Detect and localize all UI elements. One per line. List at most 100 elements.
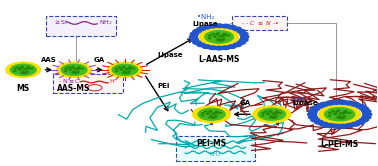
Circle shape	[206, 114, 209, 115]
Circle shape	[319, 122, 328, 126]
Circle shape	[325, 108, 355, 121]
Circle shape	[204, 111, 207, 112]
Text: GA: GA	[240, 100, 251, 106]
Circle shape	[222, 24, 230, 28]
Circle shape	[343, 116, 346, 117]
Circle shape	[332, 100, 341, 104]
Circle shape	[11, 64, 36, 75]
Circle shape	[23, 73, 26, 74]
Circle shape	[308, 112, 317, 116]
Circle shape	[197, 27, 205, 31]
Circle shape	[319, 105, 360, 123]
Circle shape	[108, 62, 142, 77]
Circle shape	[359, 118, 369, 122]
Circle shape	[340, 118, 342, 119]
Circle shape	[193, 30, 201, 33]
Circle shape	[222, 34, 225, 35]
Circle shape	[208, 111, 211, 112]
Circle shape	[125, 69, 127, 70]
Text: MS: MS	[17, 84, 30, 93]
Circle shape	[219, 36, 222, 37]
Circle shape	[216, 34, 218, 35]
Circle shape	[356, 120, 365, 124]
Circle shape	[280, 112, 282, 113]
Circle shape	[6, 62, 40, 77]
Circle shape	[211, 113, 214, 114]
Circle shape	[276, 111, 279, 112]
Circle shape	[337, 110, 340, 111]
Circle shape	[215, 116, 217, 117]
Circle shape	[125, 73, 127, 74]
Circle shape	[233, 43, 242, 47]
Circle shape	[126, 69, 129, 70]
Circle shape	[343, 111, 346, 113]
Circle shape	[228, 25, 236, 29]
Circle shape	[202, 45, 211, 48]
Circle shape	[222, 46, 230, 49]
Circle shape	[67, 67, 70, 68]
Circle shape	[69, 69, 71, 70]
Circle shape	[362, 115, 371, 119]
Circle shape	[65, 71, 67, 72]
Circle shape	[237, 41, 245, 44]
Circle shape	[336, 111, 339, 112]
Circle shape	[197, 43, 205, 47]
Text: Lipase: Lipase	[193, 21, 218, 27]
Circle shape	[265, 111, 267, 112]
Circle shape	[189, 35, 198, 39]
Circle shape	[122, 67, 124, 68]
Circle shape	[77, 67, 79, 68]
Circle shape	[78, 67, 81, 68]
Circle shape	[201, 115, 204, 116]
Circle shape	[26, 67, 28, 68]
Circle shape	[273, 113, 276, 114]
Circle shape	[116, 68, 118, 69]
Circle shape	[211, 117, 214, 118]
Circle shape	[258, 108, 285, 120]
Circle shape	[214, 36, 216, 37]
Circle shape	[202, 25, 211, 29]
Circle shape	[345, 101, 354, 105]
Circle shape	[222, 40, 224, 41]
Circle shape	[123, 66, 125, 67]
Circle shape	[338, 116, 341, 117]
Circle shape	[336, 117, 339, 118]
Text: L-PEI-MS: L-PEI-MS	[321, 140, 359, 149]
Circle shape	[325, 124, 335, 127]
Circle shape	[129, 68, 132, 69]
Circle shape	[21, 66, 23, 67]
Circle shape	[325, 101, 335, 105]
Circle shape	[359, 107, 369, 111]
Circle shape	[221, 36, 223, 37]
Circle shape	[216, 112, 218, 114]
FancyBboxPatch shape	[53, 74, 123, 93]
Circle shape	[214, 36, 216, 37]
Circle shape	[77, 71, 79, 72]
Circle shape	[57, 62, 91, 77]
Text: GA: GA	[94, 57, 105, 63]
Circle shape	[215, 24, 223, 28]
Circle shape	[209, 110, 212, 112]
Circle shape	[344, 111, 347, 112]
Circle shape	[28, 68, 30, 69]
Circle shape	[240, 32, 248, 36]
Text: Lipase: Lipase	[157, 52, 183, 58]
Circle shape	[216, 40, 219, 41]
Circle shape	[21, 72, 23, 73]
Circle shape	[308, 109, 318, 113]
Circle shape	[267, 113, 269, 114]
Circle shape	[127, 72, 129, 73]
Circle shape	[74, 72, 76, 73]
Circle shape	[209, 117, 211, 118]
Circle shape	[341, 113, 344, 114]
Circle shape	[125, 72, 127, 73]
Circle shape	[23, 72, 25, 73]
Circle shape	[65, 68, 67, 69]
Text: AAS: AAS	[41, 57, 57, 63]
Circle shape	[344, 112, 347, 113]
Circle shape	[274, 117, 277, 118]
Circle shape	[208, 24, 217, 28]
Circle shape	[26, 71, 28, 72]
Circle shape	[22, 71, 24, 72]
Circle shape	[262, 112, 264, 114]
